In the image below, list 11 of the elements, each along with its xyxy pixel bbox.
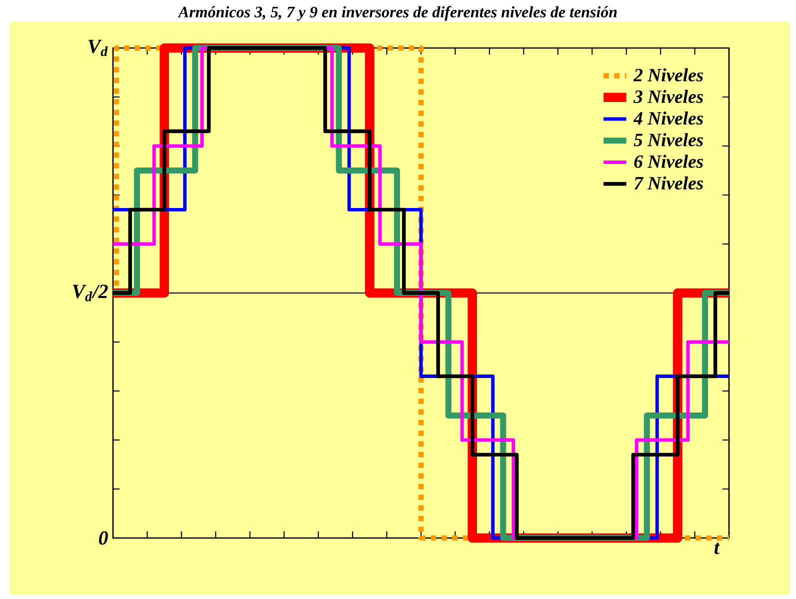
legend-label: 5 Niveles [634, 133, 704, 146]
legend-label: 4 Niveles [633, 112, 704, 125]
legend-label: 6 Niveles [634, 154, 704, 168]
x-axis-title: t [714, 542, 720, 554]
legend-label: 7 Niveles [634, 176, 704, 190]
ref-line-label: V$_{d}$/2 [72, 284, 108, 302]
ref-line-label: 0 [98, 531, 108, 545]
legend-label: 3 Niveles [633, 90, 704, 104]
legend-label: 2 Niveles [633, 68, 704, 82]
chart-title: Armónicos 3, 5, 7 y 9 en inversores de diferentes niveles de tensión [178, 6, 617, 21]
ref-line-label: V$_{d}$ [88, 40, 108, 56]
